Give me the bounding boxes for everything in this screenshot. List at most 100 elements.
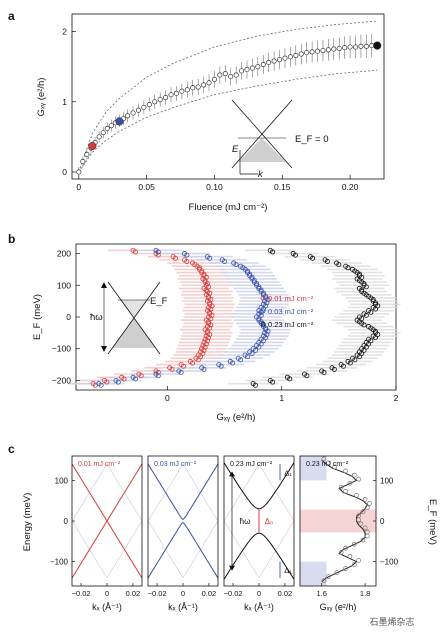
x-tick-label: 0 [181,589,185,598]
gxy-profile-point [360,509,366,515]
data-point [179,88,185,94]
data-point [247,271,253,277]
replica-shading-top [300,456,327,481]
data-point [361,322,367,328]
data-point [244,354,250,360]
data-point [298,51,304,57]
data-point [368,338,374,344]
data-point [202,277,208,283]
subpanel-frame [147,455,219,587]
gxy-profile-point [367,501,372,506]
data-point [258,312,264,318]
delta1-label-top: Δ₁ [284,468,292,477]
chart-c-subpanel-1: −0.02 0 0.02 kₓ (Å⁻¹) 0.01 mJ cm⁻² −100 0 100 [50,455,143,612]
data-point [314,48,321,54]
upper-band [71,463,143,522]
omega-arrow-head-down [229,565,235,571]
lower-band [147,521,219,579]
subpanel-frame [223,455,295,587]
data-point [249,65,255,71]
chart-a-points [76,33,375,177]
lower-band [71,520,143,579]
x-tick-label: 1 [279,393,284,403]
subpanel-xlabel: kₓ (Å⁻¹) [244,602,274,612]
panel-label-b: b [8,232,15,246]
chart-b-inset-fill-upper [120,300,148,318]
data-point [121,376,127,382]
data-point [130,110,136,116]
replica-band [147,520,219,579]
data-point [258,287,264,293]
y-tick-label-right: −100 [380,558,399,567]
data-point [363,344,369,350]
gxy-profile-point [332,464,338,470]
data-point [372,328,378,334]
gxy-profile-point [360,537,366,543]
data-point [260,338,266,344]
data-point [258,341,264,347]
data-point [195,84,201,90]
data-point [304,373,310,379]
data-point [282,55,288,61]
lower-band [223,532,295,580]
subpanel-xlabel: Gₓᵧ (e²/h) [320,602,357,612]
x-tick-label: 0.02 [126,589,141,598]
y-tick-label: 0 [62,167,67,177]
data-point [358,43,364,49]
chart-a-frame [71,13,385,180]
data-point [96,134,102,140]
data-point [251,277,257,283]
highlight-point [373,41,382,50]
data-point [211,76,217,82]
data-point [325,47,331,53]
data-point [252,382,258,388]
data-point [206,284,212,290]
chart-b-inset-arrow-up [101,282,107,288]
upper-bound-line [78,20,378,173]
y-tick-label: −100 [50,558,69,567]
lower-bound-line [78,69,378,173]
data-point [260,306,266,312]
data-point [115,379,121,385]
data-point [276,57,283,63]
chart-c-subpanel-2: −0.02 0 0.02 kₓ (Å⁻¹) 0.03 mJ cm⁻² [147,455,219,612]
chart-c-ylabel-right: E_F (meV) [427,499,438,545]
data-point [207,325,213,331]
gxy-profile-point [321,578,327,584]
data-point [347,360,353,366]
data-point [310,255,316,261]
data-point [233,72,239,78]
data-point [207,309,213,315]
data-point [172,255,178,261]
gxy-profile-point [321,456,327,462]
data-point [255,64,261,70]
data-point [375,303,381,309]
data-point [340,363,346,369]
data-point [125,113,131,119]
data-point [370,297,376,303]
data-point [80,158,86,164]
data-point [204,328,210,334]
delta0-label: Δ₀ [265,517,274,526]
x-tick-label: 1.6 [316,589,326,598]
chart-c-subpanel-3: −0.02 0 0.02 kₓ (Å⁻¹) ħω Δ₀ Δ₁ Δ₁ 0.23 mJ cm⁻² [223,455,295,612]
data-point [190,360,196,366]
gxy-profile-point [343,545,348,551]
data-point [366,341,372,347]
chart-a-inset-e-label: E [232,144,239,155]
data-point [356,354,362,360]
data-point [363,43,369,49]
data-point [336,262,342,268]
chart-b-inset-cone: ħω E_F [90,281,168,355]
data-point [201,366,207,372]
data-point [184,258,190,264]
data-point [263,335,269,341]
gxy-profile-point [325,574,331,580]
data-point [201,271,207,277]
data-point [201,82,207,88]
data-point [155,249,161,255]
